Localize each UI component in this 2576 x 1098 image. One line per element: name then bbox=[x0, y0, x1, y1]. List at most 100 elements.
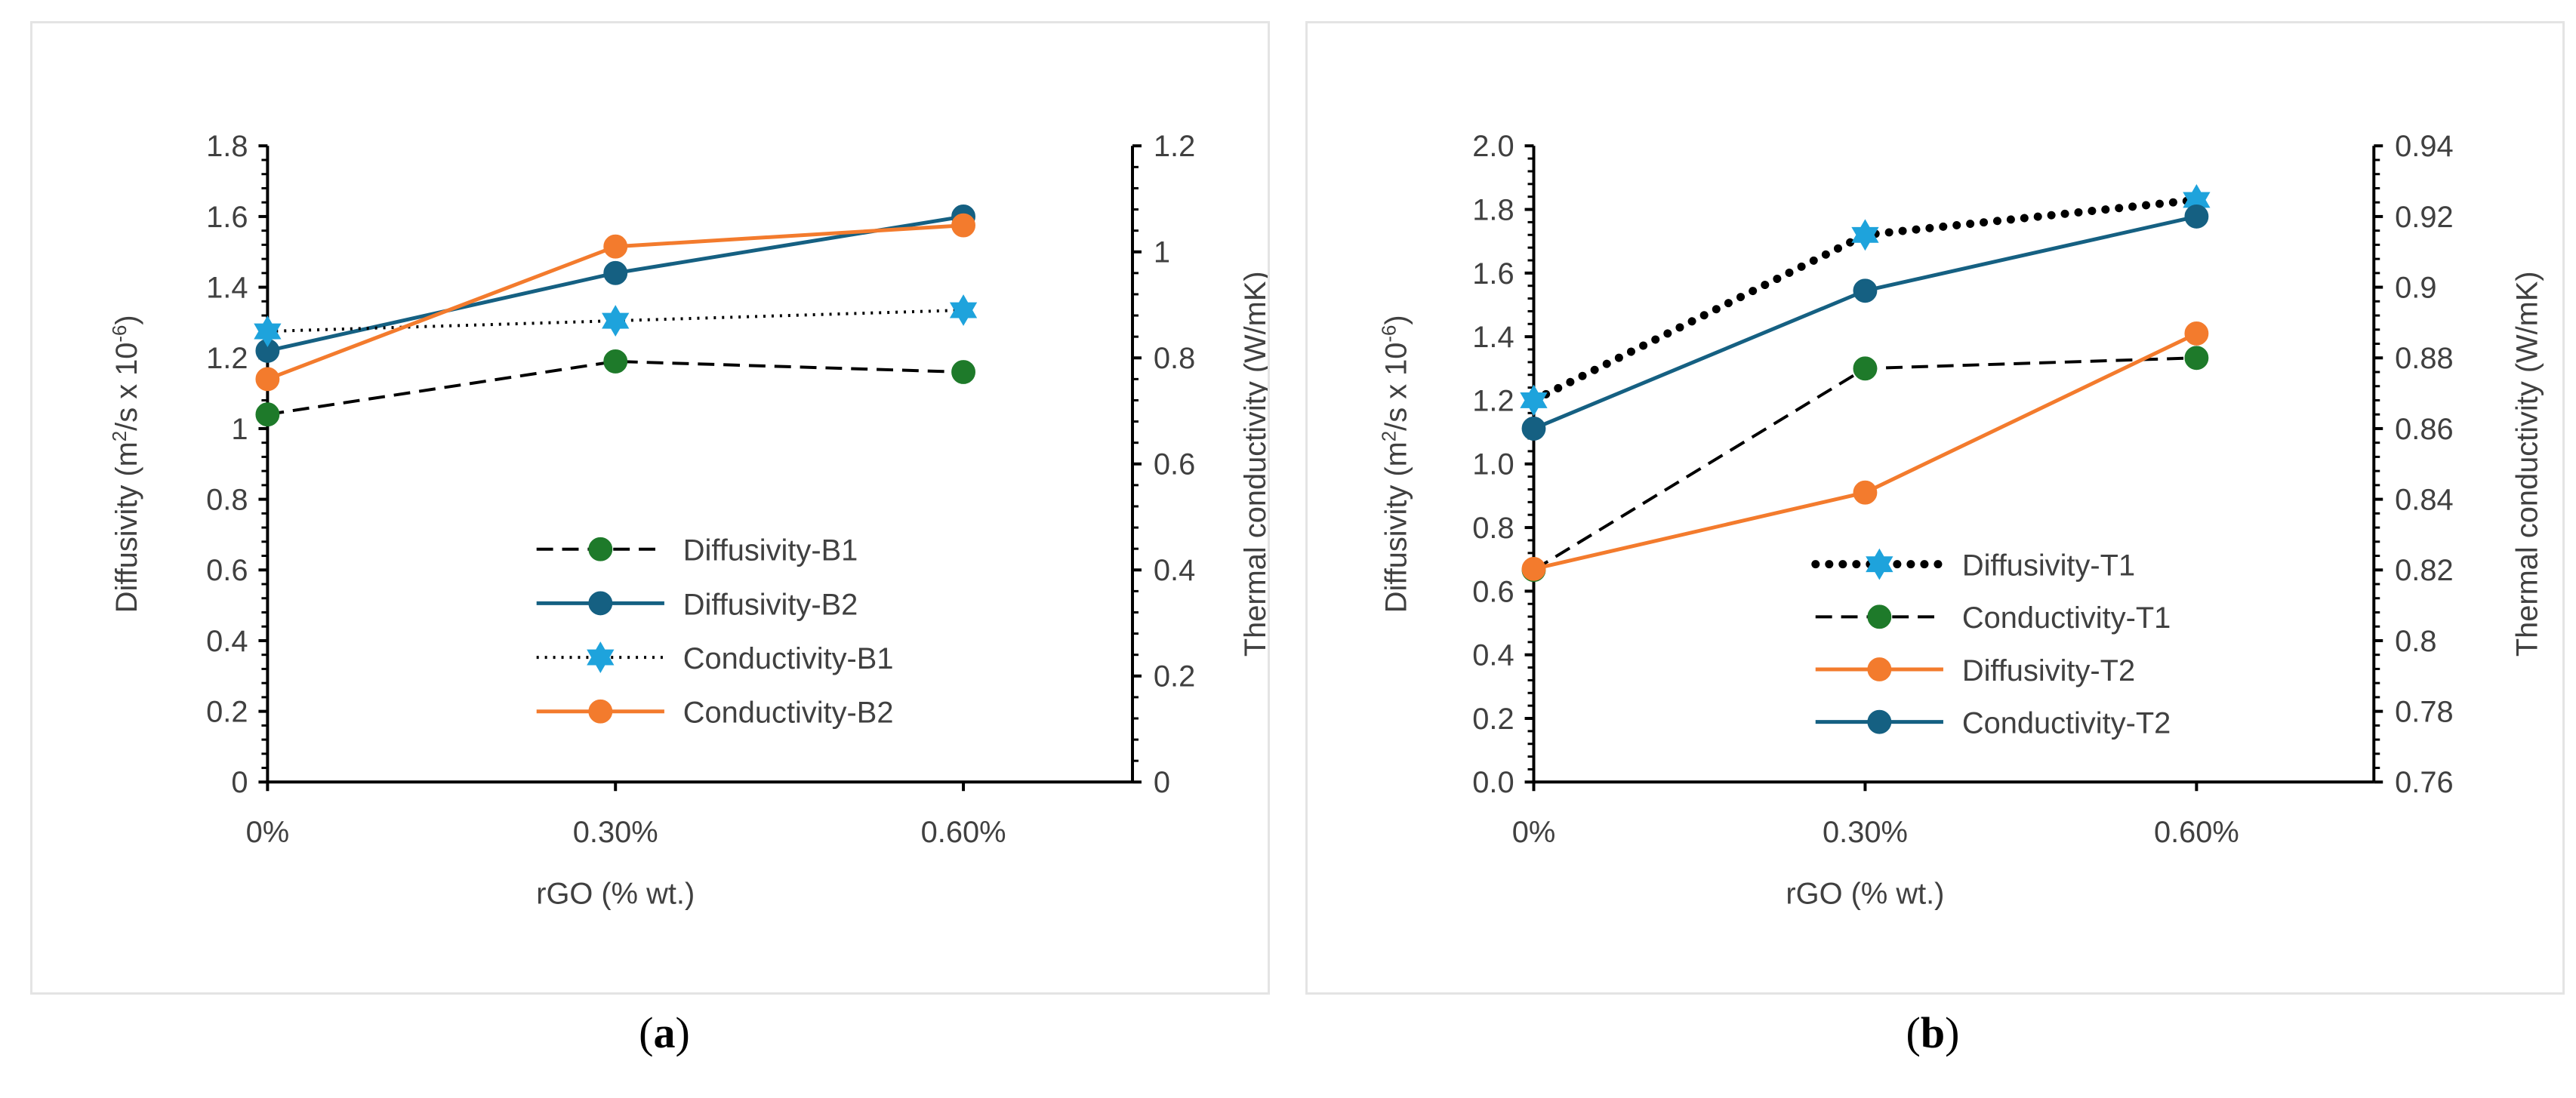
series-line-diffusivity-b1 bbox=[267, 359, 964, 417]
data-point-diffusivity-t2 bbox=[2184, 321, 2209, 346]
y-tick-label-left: 1.4 bbox=[1472, 321, 1514, 354]
data-point-conductivity-b2 bbox=[603, 234, 628, 259]
y-tick-label-left: 1.2 bbox=[1472, 384, 1514, 417]
y-tick-label-left: 1 bbox=[231, 413, 248, 446]
x-tick-label: 0% bbox=[1512, 816, 1556, 849]
legend-marker bbox=[587, 641, 615, 673]
data-point-conductivity-b2 bbox=[255, 367, 280, 392]
legend-label: Conductivity-B2 bbox=[683, 697, 894, 730]
y-tick-label-left: 0.0 bbox=[1472, 766, 1514, 799]
data-point-conductivity-t2 bbox=[1853, 278, 1878, 303]
y-tick-label-left: 0 bbox=[231, 766, 248, 799]
y-tick-label-left: 0.4 bbox=[1472, 639, 1514, 672]
y-axis-title-sup: -6 bbox=[1379, 325, 1400, 343]
x-tick-label: 0% bbox=[246, 816, 290, 849]
chart-a-svg: 0 0.2 0.4 0.6 0.8 1 1.2 1.4 1.6 1.8 0 0.2 0.4 0.6 0.8 1… bbox=[109, 130, 1268, 911]
y-tick-label-right: 0 bbox=[1154, 766, 1170, 799]
y-axis-title-part: ) bbox=[110, 315, 143, 324]
legend-marker bbox=[588, 537, 613, 561]
legend-label: Conductivity-B1 bbox=[683, 642, 894, 675]
legend-marker bbox=[588, 699, 613, 724]
y-tick-label-right: 0.2 bbox=[1154, 660, 1195, 694]
y-tick-label-right: 0.6 bbox=[1154, 448, 1195, 481]
legend-marker bbox=[588, 591, 613, 616]
data-point-conductivity-t1 bbox=[2184, 346, 2209, 371]
data-point-conductivity-t2 bbox=[2184, 204, 2209, 229]
data-point-diffusivity-t2 bbox=[1521, 556, 1546, 581]
data-point-conductivity-b1 bbox=[949, 294, 978, 326]
data-point-diffusivity-t1 bbox=[1520, 384, 1548, 417]
legend-marker bbox=[1867, 709, 1892, 734]
legend-marker bbox=[1867, 604, 1892, 629]
data-point-diffusivity-t2 bbox=[1853, 480, 1878, 505]
y-tick-label-left: 2.0 bbox=[1472, 130, 1514, 163]
data-point-conductivity-t1 bbox=[1853, 356, 1878, 381]
x-tick-label: 0.30% bbox=[1823, 816, 1908, 849]
y-axis-title: Diffusivity (m2/s x 10-6) bbox=[1379, 315, 1413, 613]
legend-label: Conductivity-T2 bbox=[1962, 707, 2171, 740]
y-tick-label-right: 0.4 bbox=[1154, 554, 1195, 587]
y-tick-label-left: 0.2 bbox=[206, 696, 248, 729]
data-point-diffusivity-t1 bbox=[1851, 219, 1879, 251]
data-point-conductivity-b2 bbox=[951, 213, 975, 238]
data-point-conductivity-t2 bbox=[1521, 417, 1546, 441]
y-tick-label-right: 1.2 bbox=[1154, 130, 1195, 163]
y-tick-label-right: 1 bbox=[1154, 236, 1170, 269]
y-tick-label-left: 1.2 bbox=[206, 342, 248, 375]
y-tick-label-right: 0.94 bbox=[2395, 130, 2453, 163]
series-line-conductivity-t1 bbox=[1533, 356, 2197, 572]
chart-panel-a: 0 0.2 0.4 0.6 0.8 1 1.2 1.4 1.6 1.8 0 0.2 0.4 0.6 0.8 1… bbox=[30, 21, 1270, 995]
y-tick-label-left: 1.0 bbox=[1472, 448, 1514, 481]
x-tick-label: 0.60% bbox=[921, 816, 1006, 849]
y-tick-label-left: 0.6 bbox=[206, 554, 248, 587]
y-tick-label-left: 1.6 bbox=[1472, 257, 1514, 291]
y-tick-label-left: 0.8 bbox=[1472, 512, 1514, 545]
y-tick-label-left: 0.6 bbox=[1472, 575, 1514, 608]
y-axis-title: Diffusivity (m2/s x 10-6) bbox=[109, 315, 143, 613]
data-point-diffusivity-b1 bbox=[951, 360, 975, 384]
y-tick-label-right: 0.84 bbox=[2395, 484, 2453, 517]
y-tick-label-right: 0.82 bbox=[2395, 554, 2453, 587]
y-axis-title-sup: -6 bbox=[109, 325, 131, 343]
y-axis-title-sup: 2 bbox=[1379, 431, 1400, 441]
data-point-diffusivity-b1 bbox=[603, 349, 628, 374]
y-axis-title-part: /s x 10 bbox=[110, 343, 143, 431]
y-tick-label-right: 0.76 bbox=[2395, 766, 2453, 799]
y-axis-title-part: Diffusivity (m bbox=[1379, 441, 1413, 613]
legend-label: Diffusivity-B1 bbox=[683, 534, 858, 567]
data-point-conductivity-b1 bbox=[602, 305, 630, 337]
x-tick-label: 0.60% bbox=[2154, 816, 2239, 849]
legend-label: Diffusivity-T1 bbox=[1962, 549, 2135, 583]
y-axis-title-part: /s x 10 bbox=[1379, 343, 1413, 431]
x-axis-title: rGO (% wt.) bbox=[1786, 878, 1944, 911]
y-axis-title-part: ) bbox=[1379, 315, 1413, 324]
y2-axis-title: Thermal conductivity (W/mK) bbox=[1239, 271, 1268, 657]
y-tick-label-left: 1.8 bbox=[1472, 193, 1514, 226]
legend-label: Diffusivity-T2 bbox=[1962, 654, 2135, 687]
x-tick-label: 0.30% bbox=[573, 816, 658, 849]
panel-label-a: (a) bbox=[639, 1008, 690, 1057]
y-tick-label-left: 1.4 bbox=[206, 272, 248, 305]
legend-marker bbox=[1866, 548, 1893, 580]
y2-axis-title: Thermal conductivity (W/mK) bbox=[2510, 271, 2544, 657]
x-axis-title: rGO (% wt.) bbox=[536, 878, 695, 911]
panel-label-b: (b) bbox=[1906, 1008, 1960, 1057]
legend-marker bbox=[1867, 657, 1892, 681]
y-tick-label-right: 0.78 bbox=[2395, 696, 2453, 729]
y-tick-label-right: 0.88 bbox=[2395, 342, 2453, 375]
data-point-conductivity-b1 bbox=[254, 315, 282, 347]
y-tick-label-left: 0.4 bbox=[206, 625, 248, 658]
y-axis-title-sup: 2 bbox=[109, 431, 131, 441]
y-tick-label-left: 1.8 bbox=[206, 130, 248, 163]
y-axis-title-part: Diffusivity (m bbox=[110, 441, 143, 613]
legend-label: Conductivity-T1 bbox=[1962, 601, 2171, 635]
y-tick-label-left: 0.8 bbox=[206, 484, 248, 517]
legend-label: Diffusivity-B2 bbox=[683, 588, 858, 621]
data-point-diffusivity-b1 bbox=[255, 402, 280, 427]
y-tick-label-right: 0.8 bbox=[1154, 342, 1195, 375]
y-tick-label-right: 0.8 bbox=[2395, 625, 2436, 658]
y-tick-label-left: 1.6 bbox=[206, 201, 248, 234]
y-tick-label-right: 0.9 bbox=[2395, 272, 2436, 305]
chart-b-svg: 0.0 0.2 0.4 0.6 0.8 1.0 1.2 1.4 1.6 1.8 2.0 0.76 0.7… bbox=[1379, 130, 2544, 911]
chart-panel-b: 0.0 0.2 0.4 0.6 0.8 1.0 1.2 1.4 1.6 1.8 2.0 0.76 0.7… bbox=[1305, 21, 2565, 995]
